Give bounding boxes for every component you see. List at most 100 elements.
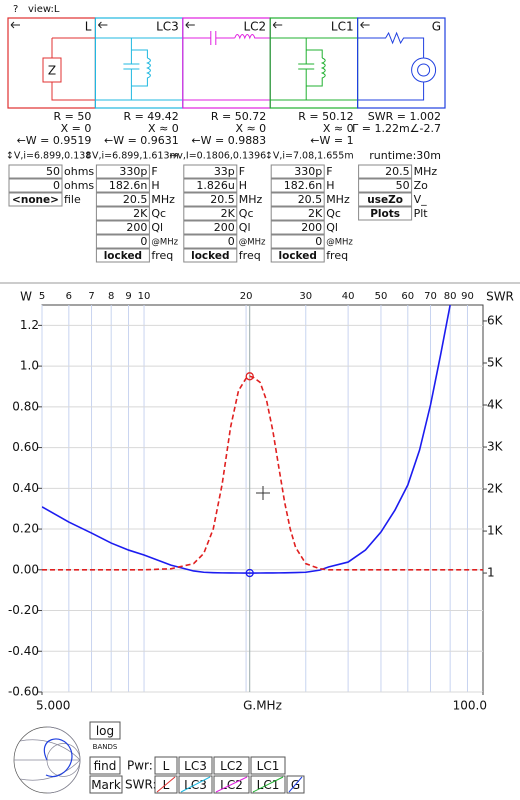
field-box[interactable]: [270, 192, 325, 207]
wire: [182, 34, 271, 101]
stat-text: X ≈ 0: [235, 122, 266, 135]
field-box[interactable]: [8, 164, 63, 179]
mark-button[interactable]: Mark: [91, 778, 121, 792]
field-box[interactable]: [95, 248, 150, 263]
x2-tick-label: 8: [108, 291, 114, 302]
field-value[interactable]: 200: [301, 221, 322, 234]
find-button[interactable]: find: [94, 759, 117, 773]
smith-chart[interactable]: [13, 726, 81, 794]
field-value[interactable]: 0: [53, 179, 60, 192]
field-box[interactable]: [270, 178, 325, 193]
slash: [156, 776, 176, 793]
field-value[interactable]: 200: [214, 221, 235, 234]
field-value[interactable]: 2K: [133, 207, 148, 220]
field-unit: H: [326, 179, 334, 192]
stat-text: ↕V,i=7.08,1.655m: [265, 151, 354, 162]
field-value[interactable]: locked: [104, 250, 142, 262]
field-box[interactable]: [95, 234, 150, 249]
field-box[interactable]: [95, 220, 150, 235]
field-box[interactable]: [95, 206, 150, 221]
field-value[interactable]: 20.5: [123, 193, 148, 206]
field-value[interactable]: 20.5: [298, 193, 323, 206]
field-box[interactable]: [95, 164, 150, 179]
bands-label[interactable]: BANDS: [93, 743, 118, 751]
field-value[interactable]: 50: [396, 179, 410, 192]
pwr-buttons-box[interactable]: [154, 756, 178, 775]
field-unit: @MHz: [151, 238, 178, 248]
wire: [357, 31, 425, 101]
field-unit: file: [64, 193, 81, 206]
find-button-box[interactable]: [89, 756, 121, 775]
field-unit: H: [239, 179, 247, 192]
block-box[interactable]: [357, 17, 446, 109]
field-value[interactable]: 330p: [119, 165, 147, 178]
slash: [180, 776, 211, 793]
field-value[interactable]: 20.5: [385, 165, 410, 178]
pwr-buttons-box[interactable]: [213, 756, 250, 775]
field-value[interactable]: 50: [46, 165, 60, 178]
field-box[interactable]: [358, 178, 413, 193]
field-box[interactable]: [270, 234, 325, 249]
help-button[interactable]: ?: [13, 4, 18, 15]
pwr-buttons[interactable]: LC1: [257, 759, 280, 773]
stat-text: ←W = 1: [310, 134, 353, 147]
field-box[interactable]: [270, 164, 325, 179]
field-value[interactable]: 0: [228, 235, 235, 248]
field-box[interactable]: [183, 206, 238, 221]
field-value[interactable]: 182.6n: [284, 179, 322, 192]
field-unit: ohms: [64, 179, 94, 192]
field-box[interactable]: [183, 234, 238, 249]
field-value[interactable]: locked: [191, 250, 229, 262]
field-value[interactable]: 182.6n: [109, 179, 147, 192]
field-value[interactable]: 0: [140, 235, 147, 248]
field-box[interactable]: [270, 220, 325, 235]
field-box[interactable]: [95, 192, 150, 207]
wire: [270, 37, 358, 101]
log-button-box[interactable]: [89, 721, 121, 740]
stat-text: runtime:30m: [369, 149, 441, 162]
pwr-buttons[interactable]: L: [163, 759, 170, 773]
pwr-buttons-box[interactable]: [178, 756, 213, 775]
field-box[interactable]: [270, 206, 325, 221]
field-box[interactable]: [183, 248, 238, 263]
field-box[interactable]: [8, 178, 63, 193]
field-value[interactable]: Plots: [370, 208, 400, 220]
field-value[interactable]: 20.5: [210, 193, 235, 206]
field-unit: MHz: [239, 193, 263, 206]
field-box[interactable]: [358, 192, 413, 207]
pwr-buttons[interactable]: LC3: [184, 759, 207, 773]
pwr-label: Pwr:: [127, 759, 153, 773]
pwr-buttons-box[interactable]: [250, 756, 286, 775]
field-box[interactable]: [8, 192, 63, 207]
y2-tick-label: 3K: [487, 440, 504, 454]
stat-text: X ≈ 0: [323, 122, 354, 135]
field-box[interactable]: [183, 164, 238, 179]
field-value[interactable]: 0: [315, 235, 322, 248]
x2-tick-label: 80: [444, 291, 457, 302]
x2-tick-label: 7: [88, 291, 94, 302]
field-box[interactable]: [270, 248, 325, 263]
field-box[interactable]: [183, 192, 238, 207]
field-unit: freq: [239, 249, 261, 262]
stat-text: R = 50: [54, 110, 92, 123]
field-box[interactable]: [358, 164, 413, 179]
field-value[interactable]: useZo: [367, 194, 403, 206]
field-value[interactable]: 1.826u: [196, 179, 234, 192]
log-button[interactable]: log: [96, 724, 114, 738]
y-tick-label: 0.80: [12, 399, 39, 413]
field-value[interactable]: 33p: [214, 165, 235, 178]
field-unit: MHz: [151, 193, 175, 206]
field-value[interactable]: 330p: [294, 165, 322, 178]
field-box[interactable]: [183, 178, 238, 193]
field-box[interactable]: [183, 220, 238, 235]
mark-button-box[interactable]: [89, 775, 123, 794]
field-value[interactable]: locked: [279, 250, 317, 262]
field-value[interactable]: 200: [126, 221, 147, 234]
field-value[interactable]: 2K: [308, 207, 323, 220]
field-value[interactable]: 2K: [221, 207, 236, 220]
field-box[interactable]: [358, 206, 413, 221]
wire: [306, 57, 326, 87]
pwr-buttons[interactable]: LC2: [220, 759, 243, 773]
field-box[interactable]: [95, 178, 150, 193]
field-value[interactable]: <none>: [12, 194, 59, 206]
